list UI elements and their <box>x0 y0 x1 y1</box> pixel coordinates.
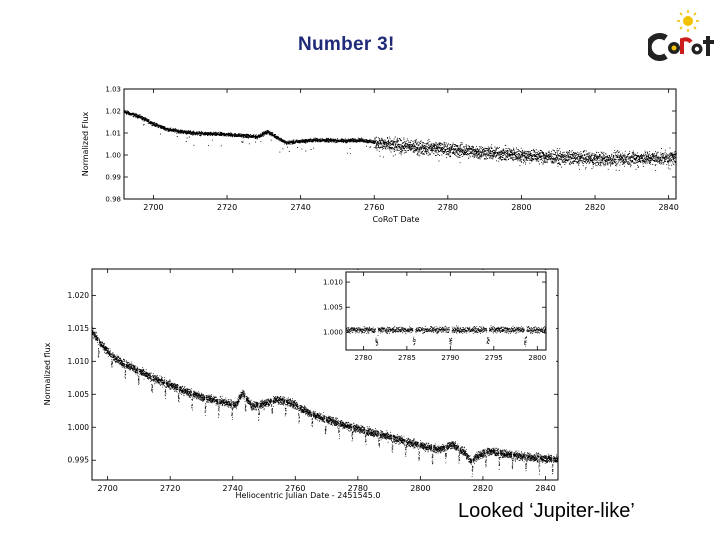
top-chart-x-axis: 2700 2720 2740 2760 2780 2800 2820 2840 <box>143 89 679 212</box>
sun-icon <box>677 10 699 32</box>
x-tick-label: 2720 <box>160 484 180 493</box>
x-tick-label: 2820 <box>585 203 605 212</box>
y-tick-label: 1.02 <box>105 107 121 115</box>
top-chart-y-axis: 0.98 0.99 1.00 1.01 1.02 1.03 <box>105 85 676 203</box>
x-tick-label: 2740 <box>290 203 310 212</box>
y-tick-label: 0.995 <box>68 456 90 465</box>
x-tick-label: 2785 <box>398 354 416 362</box>
y-tick-label: 1.010 <box>323 278 343 286</box>
y-tick-label: 1.03 <box>105 85 121 93</box>
slide-title: Number 3! <box>298 34 395 55</box>
x-tick-label: 2780 <box>348 484 368 493</box>
top-chart-points <box>124 110 677 172</box>
top-chart-x-label: CoRoT Date <box>372 215 419 224</box>
inset-y-axis: 1.000 1.005 1.010 <box>323 278 546 337</box>
x-tick-label: 2780 <box>438 203 458 212</box>
x-tick-label: 2800 <box>528 354 546 362</box>
x-tick-label: 2700 <box>97 484 117 493</box>
corot-logo <box>648 10 714 61</box>
top-chart-frame <box>123 88 677 200</box>
x-tick-label: 2800 <box>410 484 430 493</box>
y-tick-label: 1.000 <box>68 423 90 432</box>
x-tick-label: 2840 <box>658 203 678 212</box>
x-tick-label: 2780 <box>354 354 372 362</box>
x-tick-label: 2840 <box>535 484 555 493</box>
top-chart-y-label: Normalized Flux <box>81 111 90 176</box>
inset-frame <box>345 271 547 351</box>
inset-background <box>316 270 556 366</box>
y-tick-label: 1.015 <box>68 324 90 333</box>
y-tick-label: 0.99 <box>105 173 121 181</box>
bottom-chart-x-axis: 2700 2720 2740 2760 2780 2800 2820 2840 <box>97 269 556 493</box>
y-tick-label: 1.000 <box>323 329 343 337</box>
bottom-lightcurve-chart: 2700 2720 2740 2760 2780 2800 2820 2840 0.995 1.… <box>43 268 559 500</box>
y-tick-label: 1.020 <box>68 291 90 300</box>
y-tick-label: 1.01 <box>105 129 121 137</box>
x-tick-label: 2790 <box>441 354 459 362</box>
y-tick-label: 0.98 <box>105 195 121 203</box>
caption-text: Looked ‘Jupiter-like’ <box>458 500 635 522</box>
y-tick-label: 1.00 <box>105 151 121 159</box>
x-tick-label: 2795 <box>485 354 503 362</box>
x-tick-label: 2700 <box>143 203 163 212</box>
bottom-chart-frame <box>91 268 559 481</box>
x-tick-label: 2820 <box>473 484 493 493</box>
top-chart-outliers <box>143 124 674 172</box>
top-lightcurve-chart: 2700 2720 2740 2760 2780 2800 2820 2840 0.980.9… <box>81 85 679 224</box>
top-chart-scatter <box>124 110 677 169</box>
x-tick-label: 2760 <box>285 484 305 493</box>
bottom-chart-x-label: Heliocentric Julian Date - 2451545.0 <box>235 491 380 500</box>
bottom-chart-y-label: Normalized flux <box>43 342 52 405</box>
x-tick-label: 2760 <box>364 203 384 212</box>
inset-x-axis: 2780 2785 2790 2795 2800 <box>354 272 546 362</box>
y-tick-label: 1.010 <box>68 357 90 366</box>
x-tick-label: 2720 <box>217 203 237 212</box>
y-tick-label: 1.005 <box>323 304 343 312</box>
x-tick-label: 2800 <box>511 203 531 212</box>
x-tick-label: 2740 <box>223 484 243 493</box>
y-tick-label: 1.005 <box>68 390 90 399</box>
